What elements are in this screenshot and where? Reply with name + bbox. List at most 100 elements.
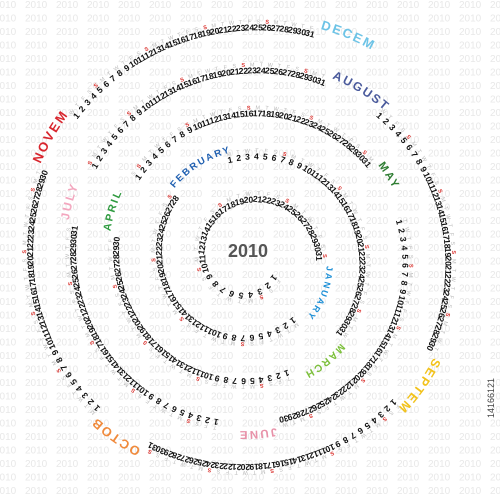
watermark-text-519: 2010	[273, 405, 296, 416]
watermark-text-434: 2010	[273, 338, 296, 349]
watermark-text-545: 2010	[25, 432, 48, 443]
watermark-text-551: 2010	[211, 432, 234, 443]
watermark-text-44: 2010	[304, 27, 327, 38]
watermark-text-604: 2010	[273, 473, 296, 484]
watermark-text-415: 2010	[211, 324, 234, 335]
march-weekday-1: M	[226, 152, 232, 159]
july-weekday-12: M	[123, 380, 131, 388]
watermark-text-317: 2010	[335, 243, 358, 254]
watermark-text-578: 2010	[0, 459, 17, 470]
august-day-3: 3	[99, 146, 110, 156]
july-day-21: 21	[79, 310, 92, 323]
watermark-text-312: 2010	[180, 243, 203, 254]
january-day-20: 20	[243, 195, 253, 205]
september-day-24: 24	[440, 290, 452, 302]
april-weekday-1: T	[285, 375, 291, 382]
watermark-text-185: 2010	[459, 135, 482, 146]
watermark-text-588: 2010	[304, 459, 327, 470]
december-day-8: 8	[115, 67, 125, 78]
watermark-text-149: 2010	[397, 108, 420, 119]
april-day-5: 5	[250, 376, 255, 386]
march-weekday-22: M	[364, 254, 370, 259]
watermark-text-279: 2010	[211, 216, 234, 227]
september-weekday-25: S	[446, 303, 453, 308]
watermark-text-342: 2010	[56, 270, 79, 281]
november-weekday-19: F	[23, 267, 29, 271]
watermark-text-417: 2010	[273, 324, 296, 335]
may-day-25: 25	[318, 124, 332, 138]
watermark-text-244: 2010	[180, 189, 203, 200]
november-weekday-22: M	[22, 240, 28, 245]
march-day-1: 1	[227, 154, 234, 165]
december-weekday-19: S	[203, 25, 208, 32]
watermark-text-556: 2010	[366, 432, 389, 443]
watermark-text-221: 2010	[0, 176, 17, 187]
december-day-1: 1	[71, 111, 82, 121]
june-day-30: 30	[278, 413, 290, 425]
watermark-text-493: 2010	[0, 392, 17, 403]
month-february: 1M2T3W4T5F6S7S8M9T10W11T12F13S14S15M16T1…	[151, 193, 300, 346]
watermark-text-377: 2010	[87, 297, 110, 308]
april-weekday-5: M	[250, 383, 255, 389]
watermark-text-450: 2010	[242, 351, 265, 362]
february-day-6: 6	[249, 333, 254, 343]
watermark-text-255: 2010	[0, 203, 17, 214]
march-weekday-9: T	[299, 158, 305, 165]
watermark-text-356: 2010	[490, 270, 500, 281]
watermark-text-435: 2010	[304, 338, 327, 349]
watermark-text-105: 2010	[87, 81, 110, 92]
november-day-19: 19	[26, 264, 36, 274]
watermark-text-424: 2010	[490, 324, 500, 335]
watermark-text-233: 2010	[366, 176, 389, 187]
month-july: 1T2F3S4S5M6T7W8T9F10S11S12M13T14W15T16F1…	[65, 225, 219, 430]
september-weekday-8: W	[420, 155, 428, 163]
watermark-text-390: 2010	[490, 297, 500, 308]
watermark-text-402: 2010	[335, 311, 358, 322]
watermark-text-218: 2010	[428, 162, 451, 173]
august-day-2: 2	[94, 153, 105, 163]
april-weekday-27: T	[109, 266, 115, 270]
december-weekday-31: F	[309, 25, 314, 32]
may-day-14: 14	[226, 110, 237, 121]
watermark-text-172: 2010	[56, 135, 79, 146]
april-day-8: 8	[222, 375, 229, 386]
watermark-text-60: 2010	[273, 41, 296, 52]
watermark-text-476: 2010	[0, 378, 17, 389]
october-day-25: 25	[196, 457, 208, 469]
october-weekday-23: S	[216, 467, 221, 474]
watermark-text-42: 2010	[242, 27, 265, 38]
watermark-text-249: 2010	[335, 189, 358, 200]
watermark-text-480: 2010	[118, 378, 141, 389]
april-day-25: 25	[115, 279, 127, 291]
august-weekday-27: F	[286, 65, 291, 72]
watermark-text-444: 2010	[56, 351, 79, 362]
november-weekday-15: M	[28, 301, 35, 307]
watermark-text-155: 2010	[56, 122, 79, 133]
september-day-23: 23	[441, 282, 452, 293]
watermark-text-18: 2010	[25, 14, 48, 25]
watermark-text-181: 2010	[335, 135, 358, 146]
watermark-text-273: 2010	[25, 216, 48, 227]
december-weekday-6: M	[99, 76, 107, 84]
watermark-text-416: 2010	[242, 324, 265, 335]
watermark-text-336: 2010	[397, 257, 420, 268]
watermark-text-299: 2010	[304, 230, 327, 241]
february-weekday-15: M	[172, 308, 180, 316]
watermark-text-311: 2010	[149, 243, 172, 254]
june-weekday-28: M	[299, 415, 306, 422]
november-weekday-27: S	[28, 196, 35, 201]
watermark-text-247: 2010	[273, 189, 296, 200]
december-day-18: 18	[192, 29, 204, 41]
july-weekday-24: S	[69, 290, 76, 295]
july-day-31: 31	[69, 225, 80, 236]
february-day-10: 10	[210, 327, 223, 340]
watermark-text-451: 2010	[273, 351, 296, 362]
april-weekday-25: S	[112, 284, 119, 289]
watermark-text-192: 2010	[149, 149, 172, 160]
watermark-text-457: 2010	[459, 351, 482, 362]
june-day-26: 26	[310, 400, 323, 413]
june-day-2: 2	[396, 227, 407, 234]
november-day-12: 12	[38, 322, 51, 334]
watermark-text-464: 2010	[149, 365, 172, 376]
november-weekday-14: S	[30, 311, 37, 316]
